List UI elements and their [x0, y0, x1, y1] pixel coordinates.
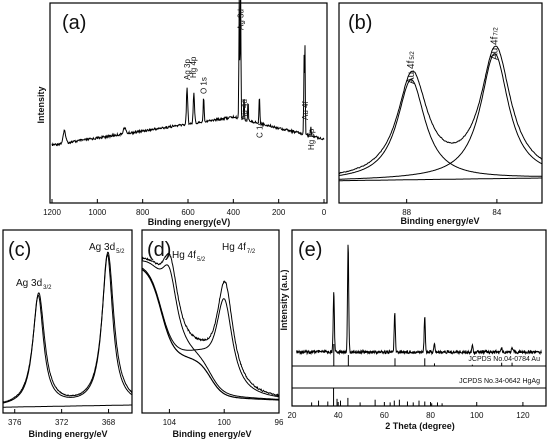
panel-a-label: (a): [62, 12, 86, 34]
panel-a-peak-label: Au 4d: [240, 99, 249, 120]
panel-b-xlabel: Binding energy/eV: [400, 216, 479, 226]
panel-e-tick-label: 120: [516, 411, 530, 420]
panel-a-tick-label: 600: [181, 208, 195, 217]
panel-c-peak-label: Ag 3d3/2: [16, 278, 52, 291]
panel-e-reference-hgag: [311, 388, 443, 406]
panel-e-reference-au-label: JCPDS No.04-0784 Au: [468, 356, 540, 363]
panel-b-tick-label: 84: [492, 208, 501, 217]
panel-c-background: [3, 404, 132, 408]
panel-c-tick-label: 376: [8, 418, 22, 427]
panel-a-frame: [49, 2, 328, 204]
panel-d-label: (d): [147, 239, 171, 261]
panel-e-tick-label: 100: [470, 411, 484, 420]
panel-d-ticks: 104 100 96: [163, 409, 284, 427]
panel-b-tick-label: 88: [402, 208, 411, 217]
panel-c-ticks: 376 372 368: [8, 409, 116, 427]
panel-a-peak-label: Ag 3d: [237, 9, 246, 30]
panel-a-peak-label: O 1s: [200, 77, 209, 94]
panel-a-peak-label: Au 4f: [301, 101, 310, 120]
panel-a-tick-label: 1200: [43, 208, 61, 217]
panel-c-frame: [2, 229, 133, 414]
panel-a-tick-label: 200: [272, 208, 286, 217]
panel-e-tick-label: 80: [426, 411, 435, 420]
panel-e-tick-label: 60: [380, 411, 389, 420]
panel-b-label: (b): [348, 12, 372, 34]
panel-a-spectrum: [51, 0, 325, 147]
panel-e-tick-label: 40: [334, 411, 343, 420]
panel-a-xlabel: Binding energy(eV): [148, 217, 231, 227]
panel-a-tick-label: 800: [136, 208, 150, 217]
panel-e-xlabel: 2 Theta (degree): [385, 421, 455, 431]
panel-d-tick-label: 100: [218, 418, 232, 427]
panel-e-reference-au: [333, 344, 513, 366]
panel-e-xrd-pattern: [296, 244, 542, 356]
panel-b-peak-labels: Au 4f5/2 Au 4f7/2: [406, 27, 500, 84]
panel-c-peak-labels: Ag 3d3/2 Ag 3d5/2: [16, 242, 125, 291]
panel-d-peak-label: Hg 4f5/2: [172, 250, 206, 263]
panel-b-peak-label: Au 4f5/2: [406, 51, 417, 84]
panel-e-reference-hgag-label: JCPDS No.34-0642 HgAg: [459, 378, 540, 385]
panel-c: (c) Binding energy/eV 376 372 368 Ag 3d3/2…: [2, 229, 133, 439]
panel-d-background: [141, 268, 279, 401]
panel-a: (a) Intensity Binding energy(eV) 1200 100…: [36, 0, 328, 227]
panel-b-ticks: 88 84: [402, 199, 502, 217]
panel-d-fit-5-2: [141, 260, 279, 400]
panel-b-background: [339, 177, 542, 182]
panel-c-peak-label: Ag 3d5/2: [89, 242, 125, 255]
panel-a-peak-label: C 1s: [255, 122, 264, 138]
panel-b-peak-label: Au 4f7/2: [490, 27, 501, 60]
panel-c-xlabel: Binding energy/eV: [28, 429, 107, 439]
panel-b-fit-7-2: [339, 53, 543, 180]
panel-a-ylabel: Intensity: [36, 86, 46, 123]
panel-d-frame: [141, 229, 280, 414]
panel-c-tick-label: 372: [55, 418, 69, 427]
panel-a-peak-label: Hg 4p: [189, 56, 198, 78]
panel-e: (e) Intensity (a.u.) 2 Theta (degree) 20…: [279, 229, 547, 431]
panel-c-label: (c): [8, 239, 31, 261]
panel-b-fit-5-2: [338, 79, 543, 177]
panel-d-peak-labels: Hg 4f5/2 Hg 4f7/2: [172, 242, 256, 263]
panel-e-ylabel: Intensity (a.u.): [279, 269, 289, 330]
panel-a-tick-label: 1000: [88, 208, 106, 217]
panel-d-spectrum: [141, 252, 280, 398]
panel-b-frame: [338, 2, 543, 204]
panel-c-fit: [2, 253, 133, 404]
panel-d: (d) Binding energy/eV 104 100 96 Hg 4f5/2H…: [141, 229, 284, 439]
panel-e-ticks: 20 40 60 80 100 120: [288, 402, 530, 420]
panel-d-tick-label: 104: [163, 418, 177, 427]
panel-c-tick-label: 368: [102, 418, 116, 427]
panel-a-tick-label: 400: [227, 208, 241, 217]
panel-d-peak-label: Hg 4f7/2: [222, 242, 256, 255]
panel-a-peak-label: Ag 3p: [183, 59, 192, 80]
panel-d-xlabel: Binding energy/eV: [172, 429, 251, 439]
panel-d-tick-label: 96: [275, 418, 284, 427]
panel-c-spectrum: [2, 251, 133, 404]
panel-d-fit-7-2: [141, 267, 280, 398]
panel-e-tick-label: 20: [288, 411, 297, 420]
panel-b-spectrum: [338, 45, 543, 175]
panel-a-tick-label: 0: [322, 208, 327, 217]
panel-a-peak-label: Hg 5p: [307, 128, 316, 150]
panel-e-label: (e): [298, 239, 322, 261]
panel-a-ticks: 1200 1000 800 600 400 200 0: [43, 199, 327, 217]
panel-b: (b) Binding energy/eV 88 84 Au 4f5/2 Au 4f…: [338, 2, 543, 226]
